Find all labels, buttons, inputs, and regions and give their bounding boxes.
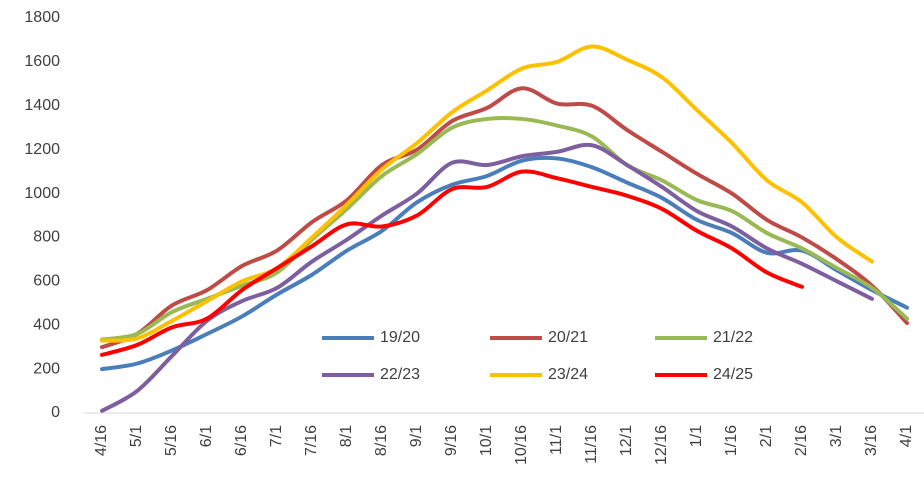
legend-label: 19/20 — [380, 329, 420, 346]
x-tick-label: 3/16 — [863, 425, 880, 456]
y-tick-label: 400 — [33, 316, 60, 333]
series-line — [100, 155, 909, 372]
x-tick-label: 11/1 — [548, 425, 565, 455]
y-tick-label: 600 — [33, 273, 60, 290]
x-tick-label: 8/16 — [373, 425, 390, 456]
y-tick-label: 1200 — [24, 141, 60, 158]
x-tick-label: 5/1 — [128, 425, 145, 447]
x-tick-label: 7/1 — [268, 425, 285, 447]
x-tick-label: 6/16 — [233, 425, 250, 456]
series-line — [100, 142, 874, 413]
legend-label: 21/22 — [713, 329, 753, 346]
x-tick-label: 9/16 — [443, 425, 460, 456]
x-tick-label: 2/1 — [758, 425, 775, 447]
series-line — [100, 115, 909, 342]
x-tick-label: 5/16 — [163, 425, 180, 456]
y-tick-label: 1400 — [24, 97, 60, 114]
y-tick-label: 1000 — [24, 185, 60, 202]
x-tick-label: 7/16 — [303, 425, 320, 456]
x-tick-label: 1/1 — [688, 425, 705, 447]
series-line — [100, 86, 909, 350]
series-line — [100, 44, 874, 343]
x-tick-label: 3/1 — [828, 425, 845, 447]
x-tick-label: 9/1 — [408, 425, 425, 447]
x-tick-label: 2/16 — [793, 425, 810, 456]
x-tick-label: 6/1 — [198, 425, 215, 447]
y-tick-label: 0 — [51, 404, 60, 421]
y-tick-label: 1800 — [24, 9, 60, 26]
x-tick-label: 1/16 — [723, 425, 740, 456]
y-tick-label: 800 — [33, 229, 60, 246]
x-tick-label: 10/16 — [513, 425, 530, 465]
x-tick-label: 8/1 — [338, 425, 355, 447]
legend-label: 20/21 — [548, 329, 588, 346]
x-tick-label: 12/1 — [618, 425, 635, 456]
y-tick-label: 1600 — [24, 53, 60, 70]
legend-label: 24/25 — [713, 366, 753, 383]
y-tick-label: 200 — [33, 360, 60, 377]
x-tick-label: 4/1 — [898, 425, 915, 447]
legend-label: 22/23 — [380, 366, 420, 383]
x-tick-label: 11/16 — [583, 425, 600, 464]
x-tick-label: 4/16 — [93, 425, 110, 456]
x-tick-label: 10/1 — [478, 425, 495, 456]
legend-label: 23/24 — [548, 366, 588, 383]
series-line — [100, 169, 804, 357]
x-tick-label: 12/16 — [653, 425, 670, 465]
